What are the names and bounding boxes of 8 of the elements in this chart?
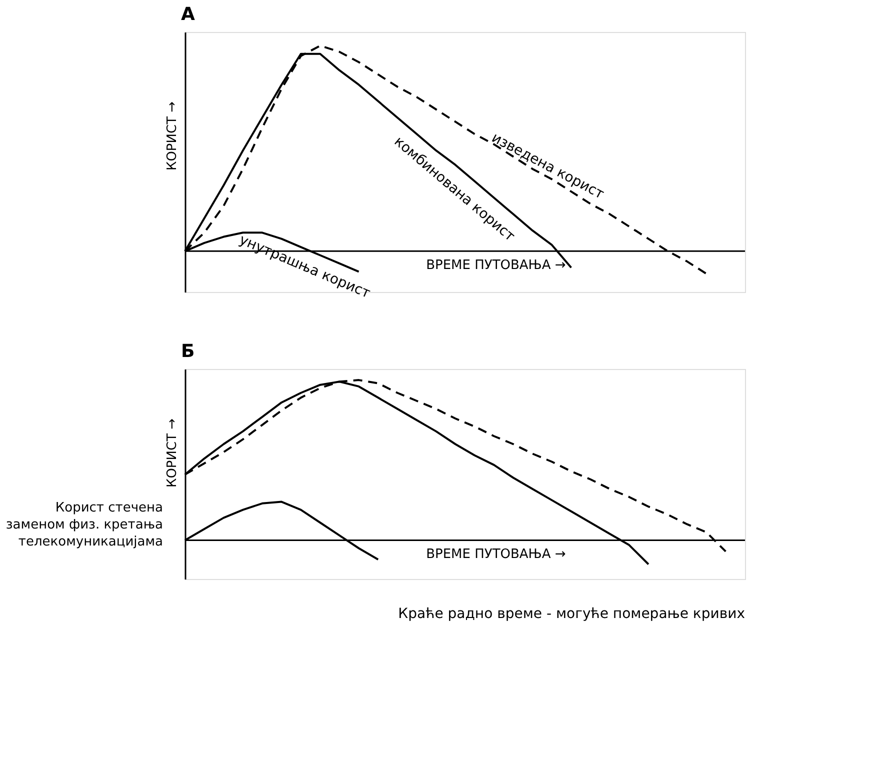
text: Корист стечена заменом физ. кретања телекомуникацијама xyxy=(6,500,163,550)
y-axis-title: КОРИСТ → xyxy=(165,418,180,488)
x-axis-title: ВРЕМЕ ПУТОВАЊА → xyxy=(426,258,566,274)
text: Краће радно време - могуће померање кривих xyxy=(398,606,745,622)
chart-title: А xyxy=(181,4,195,25)
y-axis-title: КОРИСТ → xyxy=(165,101,180,171)
x-axis-title: ВРЕМЕ ПУТОВАЊА → xyxy=(426,547,566,562)
chart-title: Б xyxy=(181,341,195,362)
